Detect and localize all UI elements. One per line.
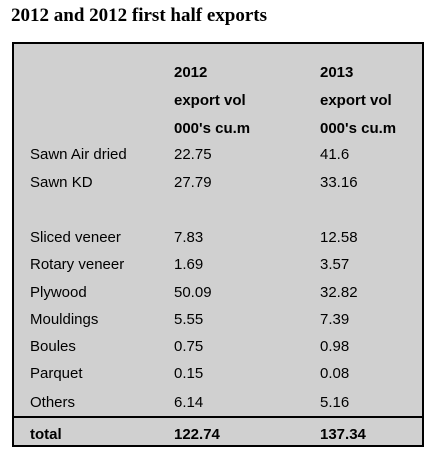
row-label-rotary-veneer: Rotary veneer bbox=[30, 256, 125, 273]
row-label-sawn-kd: Sawn KD bbox=[30, 174, 93, 191]
column-header-2013-year: 2013 bbox=[320, 64, 354, 81]
total-value-2013: 137.34 bbox=[320, 426, 366, 443]
row-value-2013-sawn-air-dried: 41.6 bbox=[320, 146, 350, 163]
row-value-2012-boules: 0.75 bbox=[174, 338, 204, 355]
row-value-2012-mouldings: 5.55 bbox=[174, 311, 204, 328]
column-header-2012-year: 2012 bbox=[174, 64, 208, 81]
row-value-2012-plywood: 50.09 bbox=[174, 284, 212, 301]
row-value-2012-sawn-kd: 27.79 bbox=[174, 174, 212, 191]
row-value-2013-mouldings: 7.39 bbox=[320, 311, 350, 328]
row-value-2012-parquet: 0.15 bbox=[174, 365, 204, 382]
total-divider bbox=[14, 416, 422, 418]
total-label: total bbox=[30, 426, 62, 443]
row-label-mouldings: Mouldings bbox=[30, 311, 99, 328]
total-value-2012: 122.74 bbox=[174, 426, 220, 443]
row-value-2012-others: 6.14 bbox=[174, 394, 204, 411]
column-header-2012-measure: export vol bbox=[174, 92, 246, 109]
row-value-2013-sawn-kd: 33.16 bbox=[320, 174, 358, 191]
row-value-2013-sliced-veneer: 12.58 bbox=[320, 229, 358, 246]
page-title: 2012 and 2012 first half exports bbox=[11, 5, 267, 26]
row-label-sliced-veneer: Sliced veneer bbox=[30, 229, 121, 246]
row-value-2013-boules: 0.98 bbox=[320, 338, 350, 355]
row-label-sawn-air-dried: Sawn Air dried bbox=[30, 146, 127, 163]
row-value-2012-sawn-air-dried: 22.75 bbox=[174, 146, 212, 163]
row-label-others: Others bbox=[30, 394, 76, 411]
row-label-boules: Boules bbox=[30, 338, 76, 355]
table-body bbox=[14, 140, 422, 419]
column-header-2013-measure: export vol bbox=[320, 92, 392, 109]
table-header: 2012 export vol 000's cu.m 2013 export v… bbox=[14, 44, 422, 144]
column-header-2012-unit: 000's cu.m bbox=[174, 120, 251, 137]
row-label-parquet: Parquet bbox=[30, 365, 83, 382]
column-header-2013-unit: 000's cu.m bbox=[320, 120, 397, 137]
row-value-2013-others: 5.16 bbox=[320, 394, 350, 411]
row-value-2012-rotary-veneer: 1.69 bbox=[174, 256, 204, 273]
row-value-2013-plywood: 32.82 bbox=[320, 284, 358, 301]
row-value-2012-sliced-veneer: 7.83 bbox=[174, 229, 204, 246]
row-label-plywood: Plywood bbox=[30, 284, 87, 301]
row-value-2013-rotary-veneer: 3.57 bbox=[320, 256, 350, 273]
exports-table: 2012 export vol 000's cu.m 2013 export v… bbox=[12, 42, 424, 447]
row-value-2013-parquet: 0.08 bbox=[320, 365, 350, 382]
